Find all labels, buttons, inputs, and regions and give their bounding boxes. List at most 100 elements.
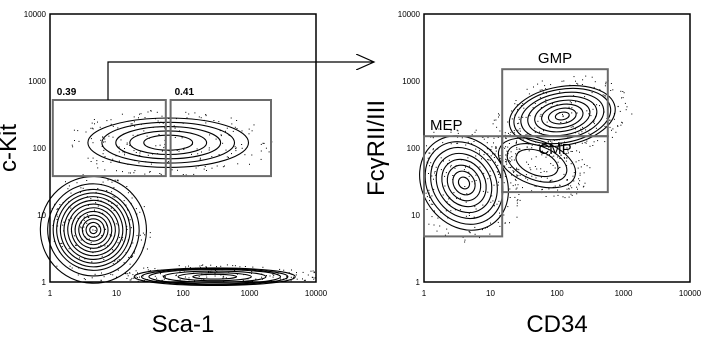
event-dot — [499, 225, 501, 227]
event-dot — [469, 165, 471, 167]
event-dot — [540, 107, 542, 108]
event-dot — [222, 277, 224, 279]
event-dot — [462, 236, 464, 238]
event-dot — [131, 277, 133, 279]
event-dot — [471, 134, 473, 136]
event-dot — [132, 134, 134, 136]
event-dot — [541, 89, 543, 91]
event-dot — [619, 110, 621, 112]
event-dot — [103, 141, 104, 143]
event-dot — [511, 118, 513, 120]
event-dot — [506, 159, 508, 161]
event-dot — [498, 173, 500, 175]
event-dot — [167, 161, 169, 163]
event-dot — [97, 188, 99, 189]
event-dot — [178, 150, 180, 152]
event-dot — [557, 161, 559, 163]
event-dot — [499, 155, 501, 157]
event-dot — [228, 156, 229, 158]
event-dot — [111, 191, 113, 193]
contour-line — [59, 196, 127, 264]
contour-line — [515, 148, 559, 178]
event-dot — [492, 200, 494, 202]
event-dot — [518, 148, 520, 150]
event-dot — [612, 128, 614, 130]
event-dot — [469, 231, 471, 233]
event-dot — [432, 203, 434, 205]
event-dot — [197, 153, 199, 155]
event-dot — [543, 130, 544, 132]
event-dot — [220, 265, 222, 267]
event-dot — [518, 169, 520, 171]
event-dot — [112, 125, 114, 127]
x-tick-labels: 1 10 100 1000 10000 — [422, 289, 702, 298]
event-dot — [604, 125, 606, 127]
event-dot — [448, 198, 450, 200]
event-dot — [209, 271, 211, 273]
event-dot — [104, 169, 106, 171]
event-dot — [566, 179, 568, 181]
event-dot — [122, 171, 123, 173]
event-dot — [559, 184, 561, 186]
event-dot — [445, 172, 447, 174]
event-dot — [518, 122, 520, 124]
event-dot — [516, 216, 518, 218]
event-dot — [186, 117, 188, 119]
event-dot — [236, 128, 238, 129]
event-dot — [510, 182, 512, 184]
event-dot — [179, 279, 181, 281]
event-dot — [139, 154, 141, 156]
event-dot — [428, 189, 430, 191]
event-dot — [566, 147, 568, 149]
event-dot — [165, 276, 166, 278]
contour-line — [424, 141, 504, 225]
event-dot — [547, 140, 549, 142]
event-dot — [90, 138, 92, 140]
contour-line — [192, 273, 238, 280]
event-dot — [522, 139, 524, 141]
event-dot — [583, 185, 585, 187]
event-dot — [130, 227, 132, 229]
event-dot — [250, 273, 252, 274]
event-dot — [213, 120, 215, 121]
event-dot — [429, 152, 431, 154]
event-dot — [122, 151, 124, 153]
event-dot — [546, 177, 548, 179]
event-dot — [128, 256, 130, 258]
event-dot — [461, 137, 463, 139]
event-dot — [295, 274, 297, 276]
event-dot — [432, 137, 434, 139]
event-dot — [610, 83, 612, 84]
event-dot — [119, 236, 121, 238]
event-dot — [68, 248, 70, 250]
event-dot — [296, 278, 298, 280]
event-dot — [622, 122, 623, 124]
event-dot — [113, 210, 115, 211]
event-dot — [118, 259, 120, 261]
event-dot — [248, 128, 250, 130]
event-dot — [87, 157, 89, 159]
event-dot — [194, 280, 196, 282]
contour-line — [101, 121, 236, 164]
event-dot — [450, 166, 452, 168]
event-dot — [493, 137, 495, 139]
event-dot — [427, 157, 429, 159]
event-dot — [516, 148, 518, 150]
event-dot — [597, 140, 599, 142]
event-dot — [584, 96, 586, 98]
event-dot — [307, 274, 309, 276]
event-dot — [159, 173, 161, 174]
event-dot — [522, 116, 524, 118]
event-dot — [566, 165, 568, 167]
event-dot — [564, 157, 566, 159]
contour-line — [67, 203, 120, 257]
event-dot — [129, 219, 131, 221]
event-dot — [550, 84, 552, 86]
event-dot — [479, 237, 480, 239]
event-dot — [149, 171, 151, 173]
event-dot — [580, 166, 582, 168]
event-dot — [516, 147, 518, 149]
event-dot — [82, 174, 84, 176]
event-dot — [96, 160, 98, 162]
event-dot — [116, 170, 117, 172]
